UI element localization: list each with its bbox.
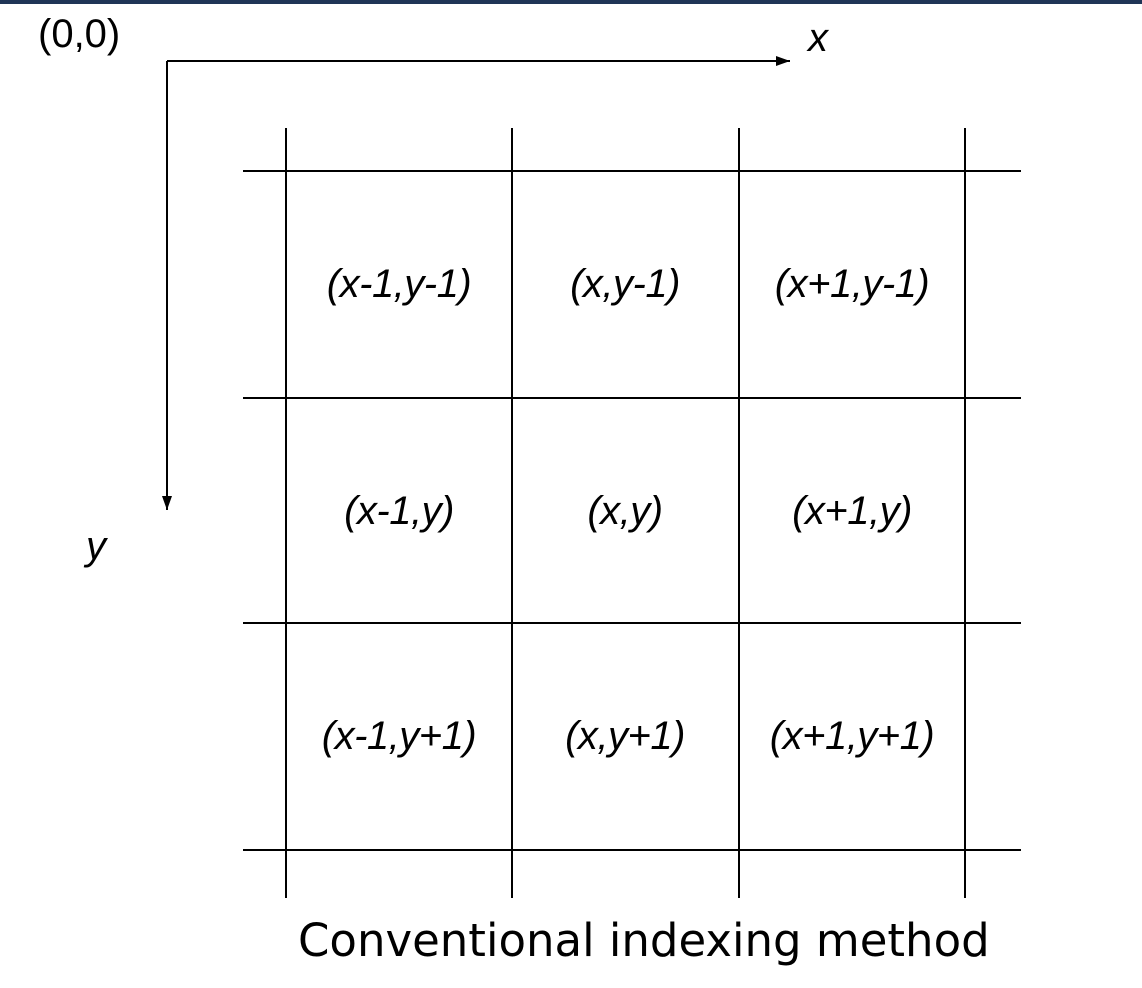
grid-cell-bottom-left: (x-1,y+1) [321,713,477,758]
origin-label: (0,0) [38,12,121,56]
grid-cell-center: (x,y) [587,488,663,533]
grid-cell-bottom-right: (x+1,y+1) [769,713,935,758]
grid-cell-bottom-center: (x,y+1) [565,713,685,758]
x-axis-label: x [808,16,828,60]
top-bar [0,0,1142,4]
grid-cell-top-right: (x+1,y-1) [774,261,930,306]
grid-cell-top-left: (x-1,y-1) [326,261,472,306]
y-axis-label: y [86,524,106,568]
grid-cell-middle-left: (x-1,y) [344,488,454,533]
grid-horizontal-lines [243,170,1021,851]
grid-vertical-lines [285,128,966,898]
grid-cell-top-center: (x,y-1) [570,261,680,306]
grid-cell-middle-right: (x+1,y) [792,488,912,533]
diagram-caption: Conventional indexing method [298,914,990,967]
